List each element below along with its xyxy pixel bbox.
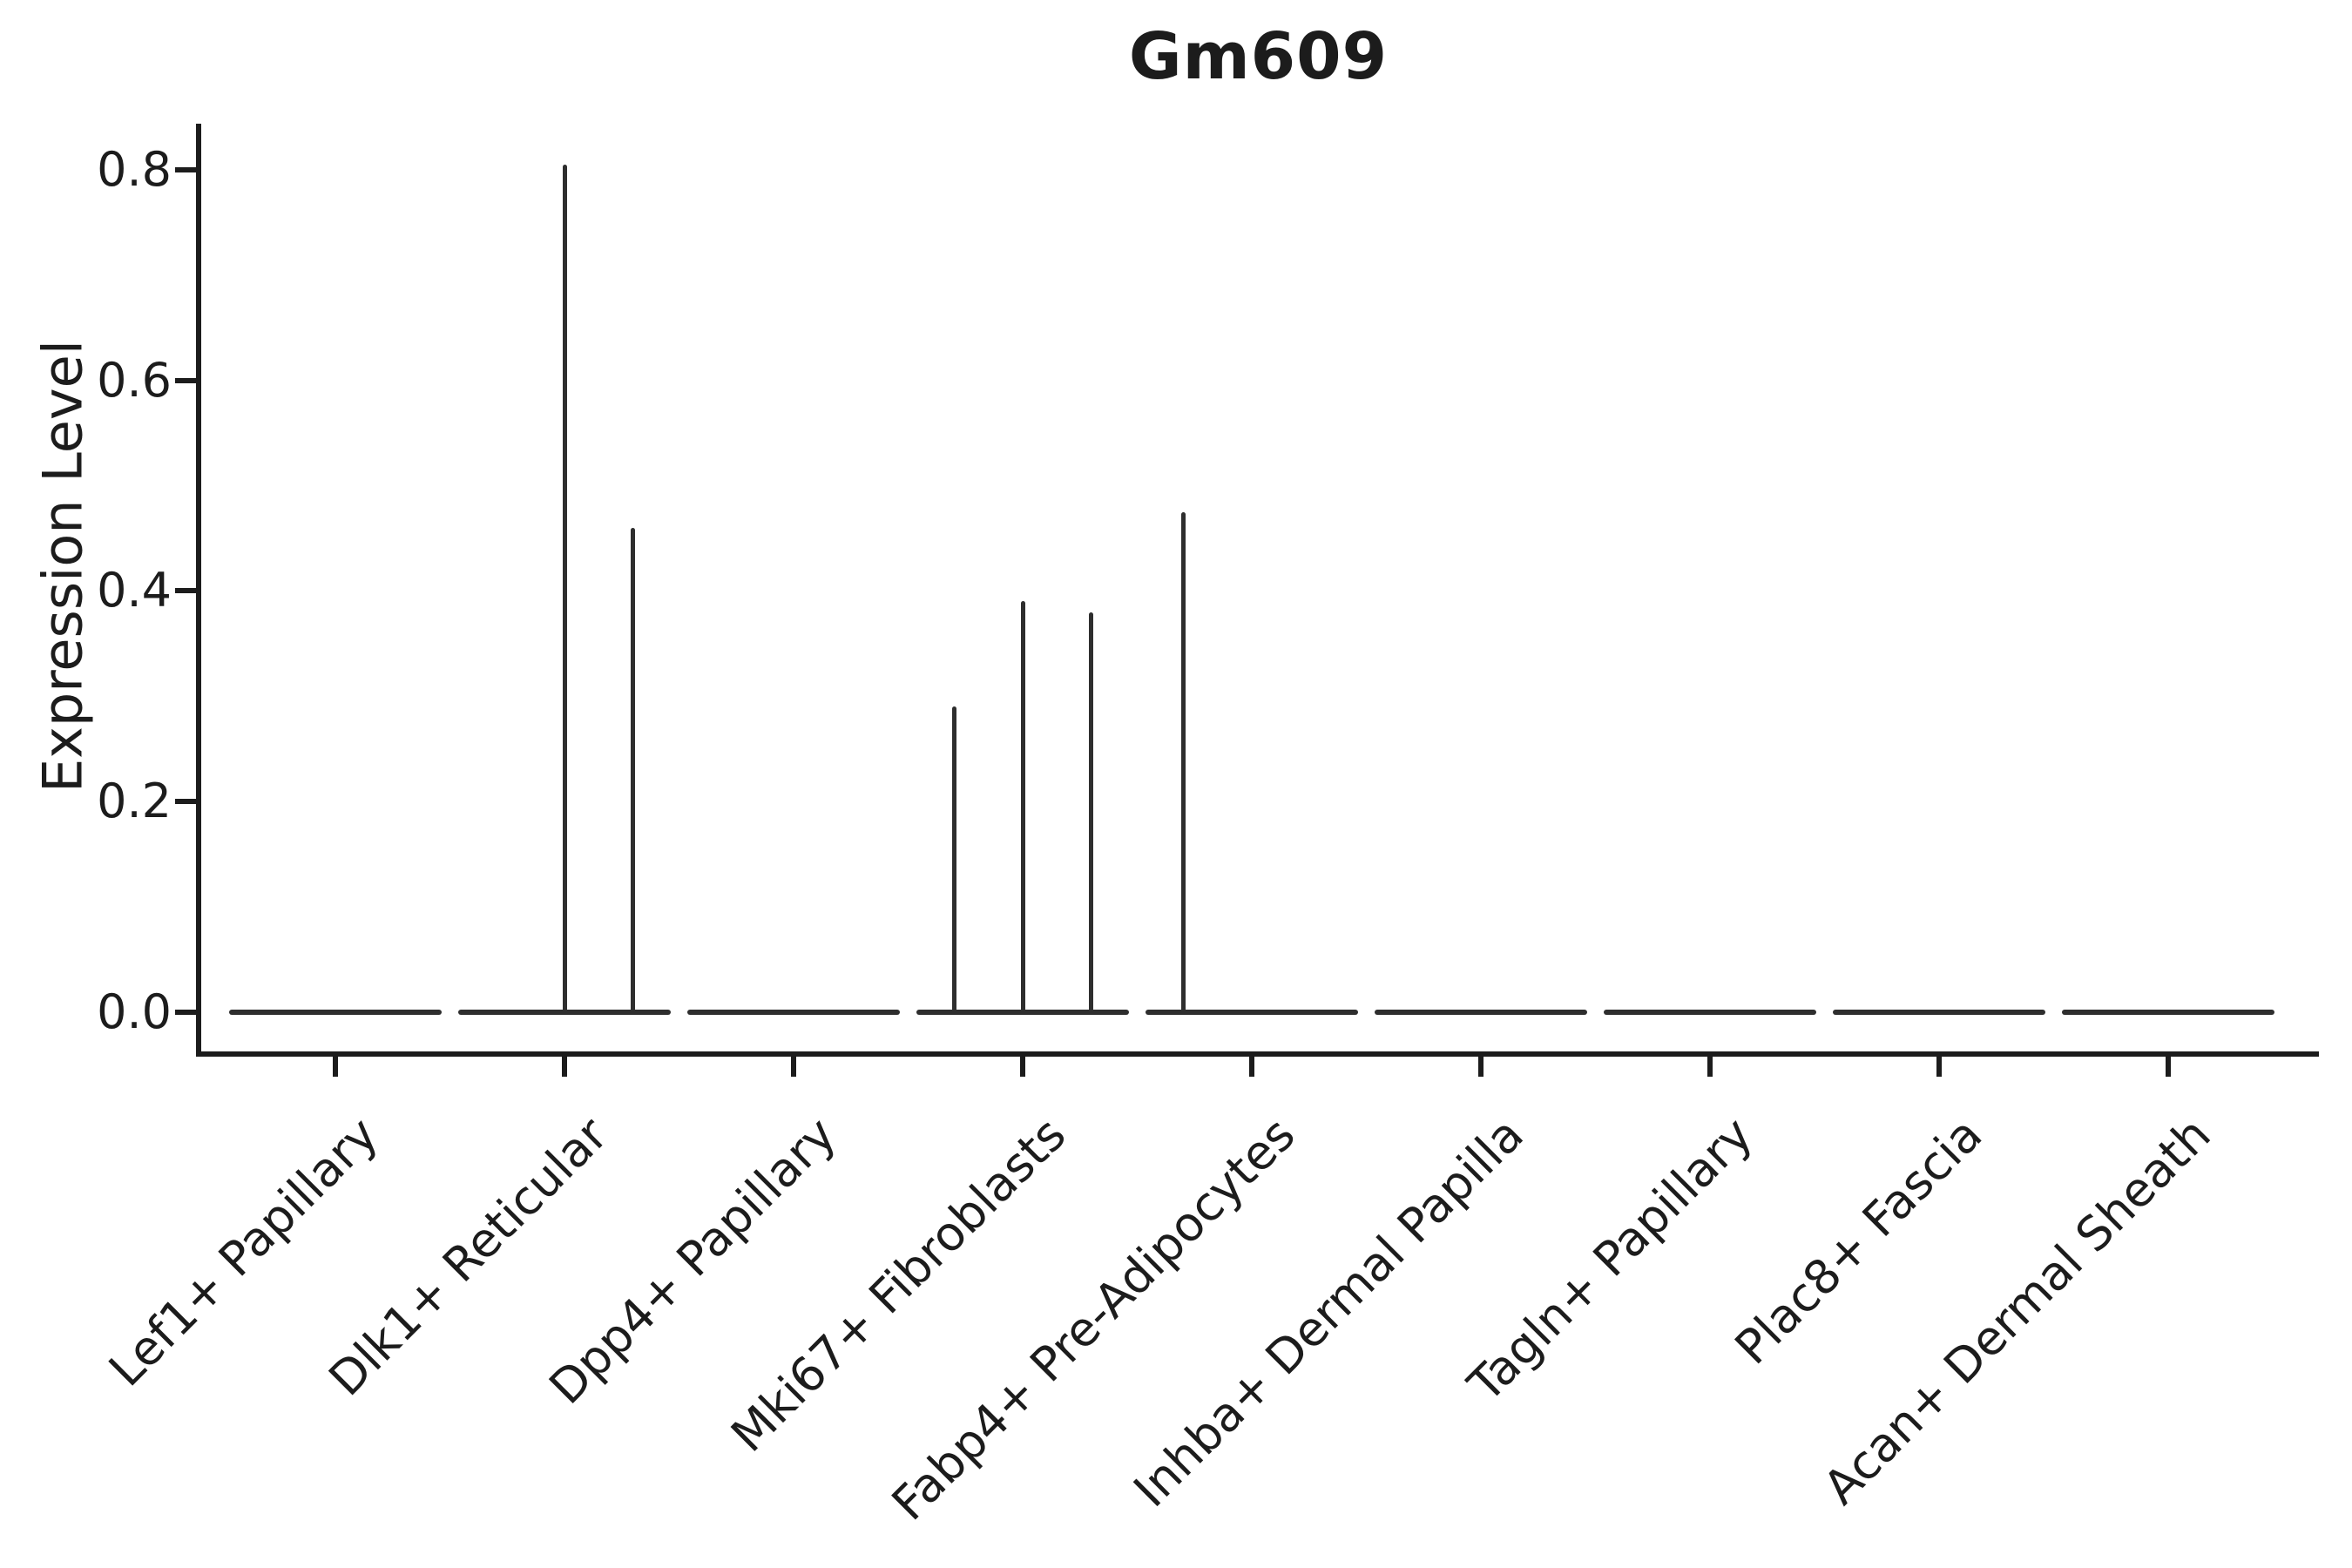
x-tick-label: Inhba+ Dermal Papilla	[1123, 1106, 1535, 1518]
violin-baseline	[229, 1010, 442, 1015]
x-tick-mark	[1707, 1054, 1713, 1077]
violin-spike	[1180, 511, 1186, 1012]
violin-baseline	[458, 1010, 671, 1015]
violin-spike	[1089, 612, 1094, 1012]
y-axis-label: Expression Level	[30, 340, 95, 793]
violin-baseline	[1146, 1010, 1358, 1015]
x-tick-mark	[562, 1054, 567, 1077]
chart-title: Gm609	[1128, 19, 1389, 94]
x-tick-mark	[1478, 1054, 1484, 1077]
x-tick-label: Acan+ Dermal Sheath	[1813, 1106, 2222, 1516]
violin-baseline	[1833, 1010, 2045, 1015]
violin-baseline	[2062, 1010, 2274, 1015]
y-tick-label: 0.6	[97, 352, 172, 408]
y-tick-mark	[175, 799, 197, 805]
violin-spike	[951, 706, 956, 1012]
x-tick-mark	[1249, 1054, 1254, 1077]
x-tick-label: Fabp4+ Pre-Adipocytes	[881, 1106, 1306, 1531]
x-tick-label: Plac8+ Fascia	[1724, 1106, 1993, 1375]
x-axis-spine	[196, 1051, 2319, 1057]
x-tick-mark	[1936, 1054, 1942, 1077]
y-tick-mark	[175, 588, 197, 594]
violin-spike	[562, 164, 567, 1012]
violin-baseline	[1375, 1010, 1587, 1015]
y-tick-label: 0.0	[97, 984, 172, 1039]
violin-spike	[1020, 601, 1025, 1012]
y-tick-mark	[175, 166, 197, 172]
y-tick-mark	[175, 1010, 197, 1015]
violin-baseline	[916, 1010, 1129, 1015]
y-axis-spine	[196, 124, 201, 1057]
violin-baseline	[687, 1010, 900, 1015]
y-tick-mark	[175, 377, 197, 383]
y-tick-label: 0.8	[97, 141, 172, 197]
x-tick-mark	[333, 1054, 338, 1077]
violin-spike	[631, 527, 636, 1012]
x-tick-mark	[791, 1054, 796, 1077]
x-tick-mark	[1020, 1054, 1025, 1077]
y-tick-label: 0.2	[97, 774, 172, 829]
x-tick-mark	[2166, 1054, 2171, 1077]
violin-baseline	[1604, 1010, 1816, 1015]
y-tick-label: 0.4	[97, 563, 172, 618]
